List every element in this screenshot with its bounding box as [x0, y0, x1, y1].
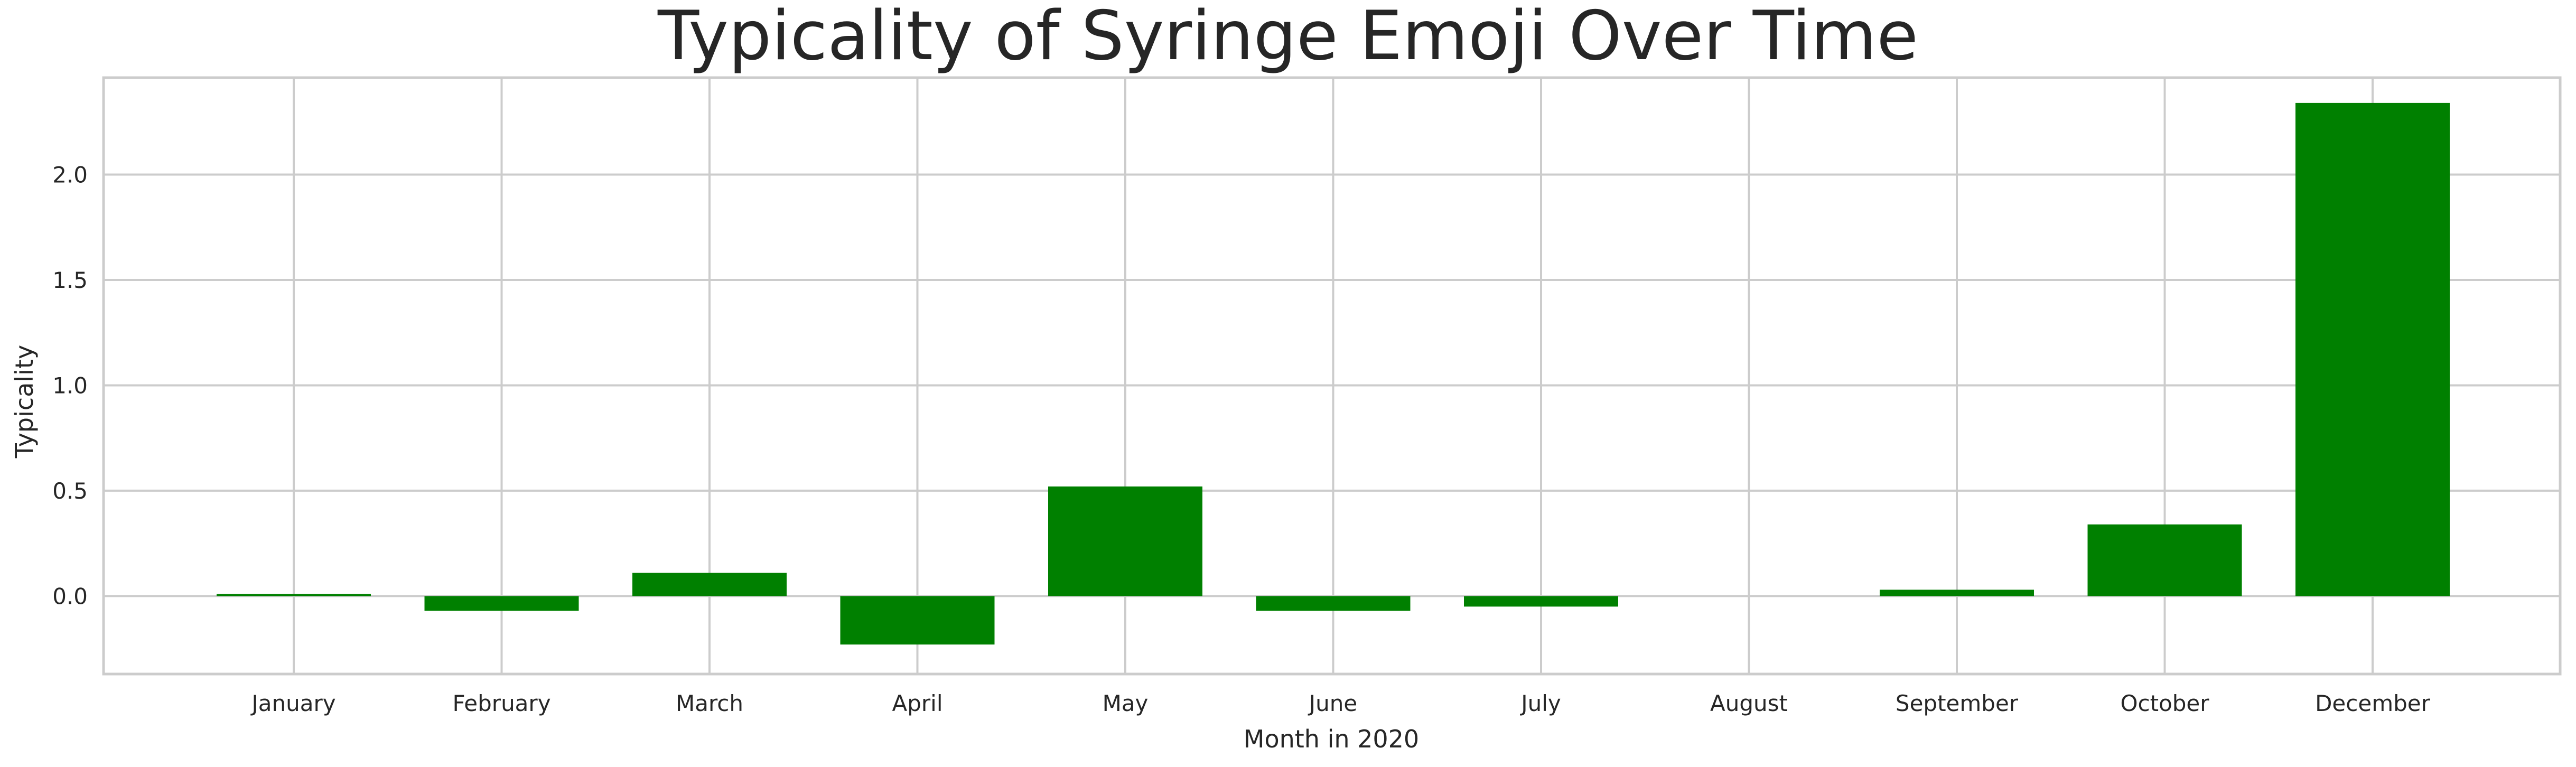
bar-march [632, 573, 787, 596]
bar-june [1256, 596, 1411, 611]
x-tick-label-march: March [676, 690, 743, 716]
bar-july [1464, 596, 1618, 607]
x-axis-label: Month in 2020 [1244, 725, 1419, 753]
x-tick-label-september: September [1896, 690, 2019, 716]
plot-frame [102, 76, 2562, 676]
bar-layer [217, 102, 2450, 645]
bar-january [217, 594, 371, 596]
bar-september [1880, 590, 2034, 596]
y-axis-label: Typicality [10, 345, 39, 459]
bar-december [2295, 102, 2450, 596]
y-tick-label: 2.0 [52, 162, 88, 188]
bar-april [840, 596, 995, 645]
x-tick-label-october: October [2120, 690, 2209, 716]
x-tick-label-may: May [1103, 690, 1149, 716]
y-tick-label: 0.5 [52, 478, 88, 504]
x-tick-label-july: July [1519, 690, 1561, 716]
x-tick-label-august: August [1710, 690, 1788, 716]
x-tick-label-june: June [1308, 690, 1357, 716]
chart-title: Typicality of Syringe Emoji Over Time [657, 0, 1918, 76]
y-tick-label: 1.0 [52, 372, 88, 398]
x-tick-label-february: February [452, 690, 550, 716]
x-tick-label-december: December [2315, 690, 2431, 716]
x-tick-labels: January February March April May June July Augu… [250, 690, 2430, 716]
y-tick-label: 0.0 [52, 583, 88, 609]
bar-february [424, 596, 579, 611]
bar-october [2087, 524, 2242, 596]
y-tick-labels: 0.0 0.5 1.0 1.5 2.0 [52, 162, 88, 610]
bar-may [1048, 486, 1202, 596]
y-tick-label: 1.5 [52, 267, 88, 293]
x-tick-label-january: January [250, 690, 335, 716]
x-tick-label-april: April [892, 690, 943, 716]
